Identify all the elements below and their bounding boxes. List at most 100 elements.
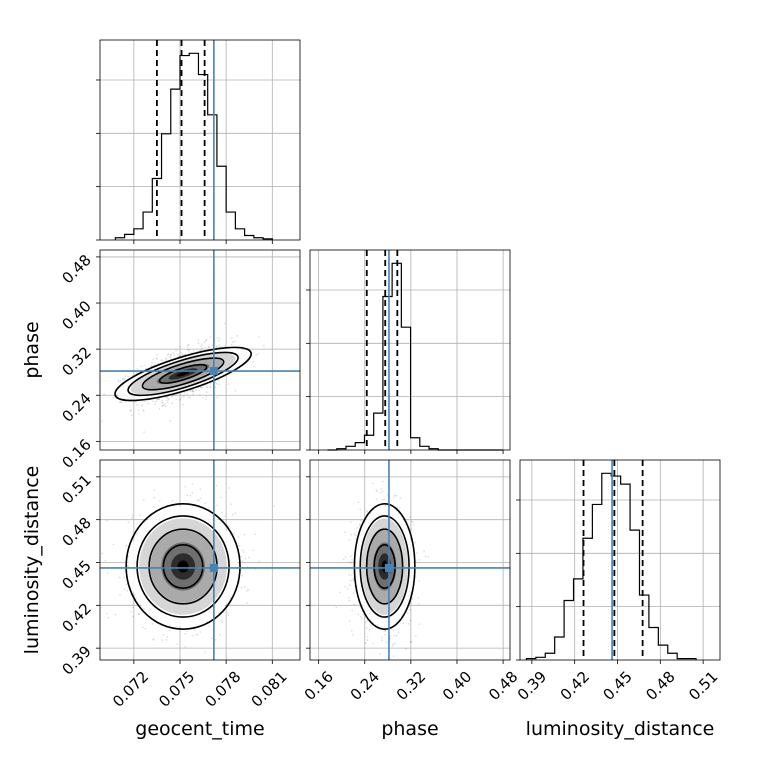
sample-point: [179, 393, 182, 396]
sample-point: [217, 379, 220, 382]
sample-point: [191, 634, 194, 637]
sample-point: [186, 346, 189, 348]
sample-point: [156, 398, 158, 401]
sample-point: [169, 355, 172, 358]
sample-point: [154, 403, 157, 405]
sample-point: [218, 346, 220, 348]
sample-point: [161, 404, 164, 407]
sample-point: [118, 576, 121, 579]
sample-point: [416, 552, 418, 554]
sample-point: [392, 629, 395, 632]
sample-point: [171, 402, 174, 405]
contour-1: [141, 357, 225, 391]
sample-point: [158, 398, 161, 401]
sample-point: [243, 585, 246, 588]
sample-point: [205, 386, 208, 388]
sample-point: [418, 623, 421, 626]
sample-point: [348, 573, 350, 576]
sample-point: [209, 385, 211, 388]
sample-point: [219, 633, 221, 636]
sample-point: [198, 499, 200, 502]
panel-content: [100, 460, 300, 662]
sample-point: [138, 514, 141, 517]
sample-point: [368, 628, 371, 631]
sample-point: [366, 636, 369, 638]
sample-point: [168, 398, 170, 401]
sample-point: [153, 489, 156, 492]
sample-point: [197, 342, 200, 345]
sample-point: [192, 393, 195, 396]
sample-point: [414, 634, 417, 637]
sample-point: [172, 394, 174, 397]
sample-point: [221, 621, 224, 623]
sample-point: [144, 364, 147, 367]
sample-point: [175, 349, 178, 352]
sample-point: [178, 355, 181, 357]
sample-point: [117, 379, 120, 381]
sample-point: [240, 586, 243, 589]
sample-point: [130, 414, 133, 417]
sample-point: [189, 389, 192, 392]
sample-point: [381, 490, 384, 493]
sample-point: [224, 660, 226, 662]
sample-point: [120, 379, 122, 382]
sample-point: [189, 389, 191, 392]
sample-point: [380, 488, 383, 490]
sample-point: [143, 431, 146, 433]
sample-point: [252, 549, 254, 552]
sample-point: [165, 399, 168, 402]
sample-point: [201, 347, 204, 349]
sample-point: [171, 499, 173, 502]
sample-point: [199, 488, 202, 490]
sample-point: [200, 497, 203, 499]
sample-point: [364, 621, 367, 624]
sample-point: [412, 524, 415, 526]
sample-point: [357, 501, 360, 504]
sample-point: [423, 550, 425, 552]
sample-point: [204, 651, 207, 654]
sample-point: [147, 402, 150, 405]
y-tick-label-phase: 0.48: [58, 251, 94, 287]
sample-point: [381, 636, 383, 639]
sample-point: [166, 401, 169, 404]
sample-point: [215, 346, 218, 349]
sample-point: [141, 404, 144, 407]
y-axis-label-luminosity_distance: luminosity_distance: [21, 466, 43, 655]
sample-point: [237, 536, 240, 538]
sample-point: [418, 580, 421, 582]
histogram-steps-phase: [327, 262, 503, 451]
sample-point: [384, 629, 387, 632]
sample-point: [365, 510, 368, 513]
sample-point: [165, 396, 168, 399]
x-tick-label-geocent_time: 0.075: [155, 668, 198, 711]
sample-point: [197, 339, 200, 341]
grid-lines: [100, 250, 300, 450]
sample-point: [124, 375, 127, 377]
sample-point: [167, 353, 170, 355]
contour-1: [365, 528, 404, 605]
sample-point: [156, 358, 158, 360]
sample-point: [228, 599, 231, 602]
sample-point: [224, 345, 227, 347]
sample-point: [201, 386, 204, 389]
sample-point: [186, 393, 189, 396]
sample-point: [165, 358, 168, 361]
sample-point: [198, 394, 201, 396]
sample-point: [395, 634, 398, 637]
sample-point: [229, 533, 232, 536]
x-tick-label-luminosity_distance: 0.45: [600, 668, 636, 704]
sample-point: [398, 506, 401, 509]
sample-point: [406, 612, 409, 614]
sample-point: [132, 606, 135, 609]
histogram-steps-luminosity_distance: [525, 472, 697, 660]
sample-point: [142, 410, 145, 413]
sample-point: [131, 514, 134, 516]
sample-point: [186, 630, 188, 633]
sample-point: [122, 377, 125, 380]
sample-point: [197, 633, 199, 636]
density-level-5: [177, 560, 189, 573]
sample-point: [409, 641, 411, 644]
x-tick-label-luminosity_distance: 0.51: [685, 668, 721, 704]
x-tick-label-phase: 0.48: [485, 668, 521, 704]
x-axis-label-geocent_time: geocent_time: [135, 718, 264, 740]
